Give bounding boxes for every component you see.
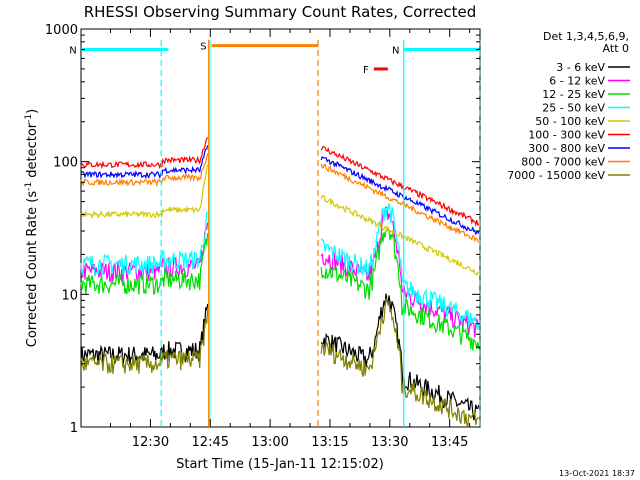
series-line bbox=[320, 206, 480, 338]
legend-label: 25 - 50 keV bbox=[542, 102, 605, 115]
y-axis-label-part3: ) bbox=[25, 109, 40, 114]
timestamp: 13-Oct-2021 18:37 bbox=[559, 469, 635, 478]
series-line bbox=[80, 211, 209, 277]
flag-label: F bbox=[363, 65, 369, 76]
legend-label: 300 - 800 keV bbox=[528, 142, 605, 155]
x-axis-label: Start Time (15-Jan-11 12:15:02) bbox=[176, 457, 384, 472]
series-line bbox=[80, 145, 209, 180]
legend-label: 7000 - 15000 keV bbox=[507, 169, 605, 182]
legend-label: 100 - 300 keV bbox=[528, 129, 605, 142]
chart-title: RHESSI Observing Summary Count Rates, Co… bbox=[84, 3, 477, 21]
y-axis-label-sup1: -1 bbox=[24, 182, 34, 191]
flag-label: N bbox=[69, 46, 76, 57]
axes-layer: 1 10 100 1000 12:30 12:45 13:00 13:15 13:30 13:45 bbox=[45, 23, 480, 450]
series-line bbox=[80, 137, 209, 170]
series-line bbox=[320, 145, 480, 228]
x-tick-label: 13:45 bbox=[431, 435, 468, 450]
series-line bbox=[320, 163, 480, 243]
plot-frame bbox=[80, 28, 481, 428]
y-axis-label-sup2: -1 bbox=[24, 114, 34, 123]
flag-label: N bbox=[392, 46, 399, 57]
plot-layer: N S F N bbox=[69, 40, 481, 428]
y-tick-label: 1 bbox=[70, 421, 78, 436]
legend-label: 50 - 100 keV bbox=[535, 115, 605, 128]
legend-title: Det 1,3,4,5,6,9, bbox=[543, 30, 629, 43]
series-line bbox=[80, 153, 209, 188]
series-line bbox=[320, 298, 479, 428]
series-line bbox=[320, 293, 480, 421]
legend-label: 800 - 7000 keV bbox=[521, 156, 605, 169]
legend-label: 6 - 12 keV bbox=[549, 75, 605, 88]
series-line bbox=[320, 194, 479, 276]
y-axis-label: Corrected Count Rate (s-1 detector-1) bbox=[24, 109, 40, 347]
x-tick-label: 13:30 bbox=[371, 435, 408, 450]
series-line bbox=[320, 227, 480, 351]
flag-label: S bbox=[200, 42, 206, 53]
y-axis-label-part1: Corrected Count Rate (s bbox=[25, 191, 40, 348]
x-tick-label: 12:30 bbox=[132, 435, 169, 450]
legend-label: 12 - 25 keV bbox=[542, 88, 605, 101]
series-line bbox=[80, 310, 209, 374]
series-line bbox=[320, 203, 480, 331]
y-tick-label: 10 bbox=[61, 288, 78, 303]
series-line bbox=[320, 156, 480, 236]
x-tick-label: 13:15 bbox=[311, 435, 348, 450]
series-line bbox=[80, 164, 209, 220]
series-line bbox=[80, 303, 209, 366]
y-tick-label: 100 bbox=[53, 156, 78, 171]
legend-subtitle: Att 0 bbox=[603, 42, 629, 55]
x-tick-label: 12:45 bbox=[192, 435, 229, 450]
series-line bbox=[80, 232, 209, 295]
y-tick-label: 1000 bbox=[45, 23, 78, 38]
y-axis-label-part2: detector bbox=[25, 122, 40, 182]
x-tick-label: 13:00 bbox=[251, 435, 288, 450]
legend-label: 3 - 6 keV bbox=[556, 61, 605, 74]
